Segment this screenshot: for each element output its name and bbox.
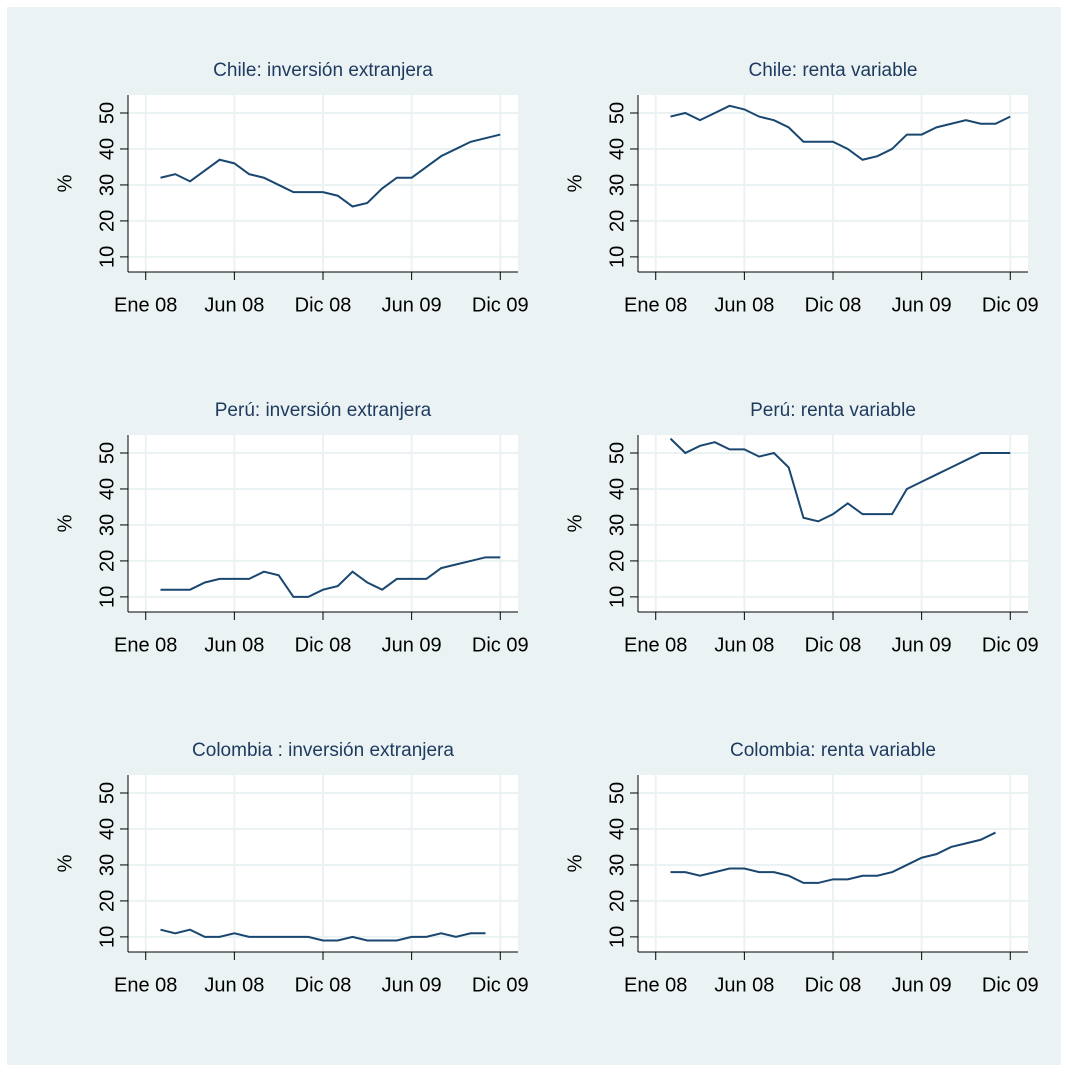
x-tick-label: Dic 09	[472, 634, 529, 656]
x-tick-label: Jun 09	[382, 634, 442, 656]
y-tick-label: 40	[96, 818, 118, 840]
y-tick-label: 20	[606, 890, 628, 912]
y-tick-label: 50	[606, 782, 628, 804]
x-tick-label: Ene 08	[624, 974, 687, 996]
x-tick-label: Ene 08	[114, 634, 177, 656]
chart-title: Colombia : inversión extranjera	[192, 740, 454, 761]
y-tick-label: 10	[606, 926, 628, 948]
x-tick-label: Dic 08	[295, 294, 352, 316]
chart-title: Chile: inversión extranjera	[213, 60, 433, 81]
x-tick-label: Dic 09	[472, 294, 529, 316]
y-tick-label: 40	[96, 138, 118, 160]
y-axis-label: %	[564, 514, 586, 532]
y-tick-label: 40	[606, 818, 628, 840]
x-tick-label: Jun 09	[892, 974, 952, 996]
y-tick-label: 20	[606, 550, 628, 572]
x-tick-label: Jun 09	[892, 634, 952, 656]
line	[160, 556, 501, 598]
x-tick-label: Jun 08	[714, 974, 774, 996]
line	[670, 831, 996, 884]
y-tick-label: 20	[606, 210, 628, 232]
x-tick-label: Dic 08	[805, 294, 862, 316]
x-tick-label: Dic 08	[295, 974, 352, 996]
x-tick-label: Dic 09	[982, 974, 1039, 996]
y-tick-label: 30	[606, 514, 628, 536]
x-tick-label: Dic 08	[805, 634, 862, 656]
x-tick-label: Jun 08	[204, 974, 264, 996]
y-tick-label: 20	[96, 890, 118, 912]
x-tick-label: Jun 09	[382, 294, 442, 316]
y-tick-label: 50	[96, 782, 118, 804]
x-tick-label: Jun 09	[382, 974, 442, 996]
line	[160, 928, 486, 942]
x-tick-label: Dic 09	[982, 294, 1039, 316]
x-tick-label: Jun 09	[892, 294, 952, 316]
line	[669, 437, 1011, 523]
y-tick-label: 20	[96, 550, 118, 572]
chart-title: Perú: renta variable	[750, 400, 916, 421]
x-tick-label: Ene 08	[624, 634, 687, 656]
line	[670, 104, 1011, 161]
y-tick-label: 30	[606, 174, 628, 196]
line	[160, 133, 501, 208]
x-tick-label: Ene 08	[624, 294, 687, 316]
y-tick-label: 30	[96, 514, 118, 536]
y-tick-label: 50	[96, 442, 118, 464]
y-tick-label: 30	[96, 854, 118, 876]
y-tick-label: 30	[606, 854, 628, 876]
y-tick-label: 30	[96, 174, 118, 196]
chart-title: Perú: inversión extranjera	[215, 400, 432, 421]
x-tick-label: Dic 09	[472, 974, 529, 996]
x-tick-label: Jun 08	[204, 294, 264, 316]
y-tick-label: 10	[96, 926, 118, 948]
x-tick-label: Ene 08	[114, 974, 177, 996]
y-tick-label: 20	[96, 210, 118, 232]
y-axis-label: %	[54, 174, 76, 192]
y-tick-label: 50	[96, 102, 118, 124]
x-tick-label: Dic 08	[805, 974, 862, 996]
y-tick-label: 40	[606, 478, 628, 500]
x-tick-label: Dic 08	[295, 634, 352, 656]
y-tick-label: 10	[96, 586, 118, 608]
y-tick-label: 10	[606, 586, 628, 608]
chart-title: Colombia: renta variable	[730, 740, 936, 761]
y-tick-label: 40	[606, 138, 628, 160]
y-axis-label: %	[564, 174, 586, 192]
y-tick-label: 10	[96, 246, 118, 268]
x-tick-label: Jun 08	[714, 294, 774, 316]
y-tick-label: 10	[606, 246, 628, 268]
y-axis-label: %	[54, 514, 76, 532]
x-tick-label: Dic 09	[982, 634, 1039, 656]
y-tick-label: 50	[606, 442, 628, 464]
chart-title: Chile: renta variable	[749, 60, 918, 81]
y-axis-label: %	[54, 854, 76, 872]
y-tick-label: 40	[96, 478, 118, 500]
x-tick-label: Jun 08	[714, 634, 774, 656]
y-tick-label: 50	[606, 102, 628, 124]
x-tick-label: Jun 08	[204, 634, 264, 656]
y-axis-label: %	[564, 854, 586, 872]
x-tick-label: Ene 08	[114, 294, 177, 316]
